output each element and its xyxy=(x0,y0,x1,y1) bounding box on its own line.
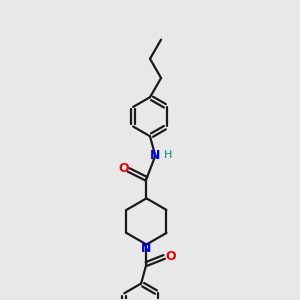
Text: O: O xyxy=(118,162,129,175)
Text: O: O xyxy=(165,250,176,262)
Text: N: N xyxy=(150,149,160,162)
Text: H: H xyxy=(164,150,172,160)
Text: N: N xyxy=(141,242,152,254)
